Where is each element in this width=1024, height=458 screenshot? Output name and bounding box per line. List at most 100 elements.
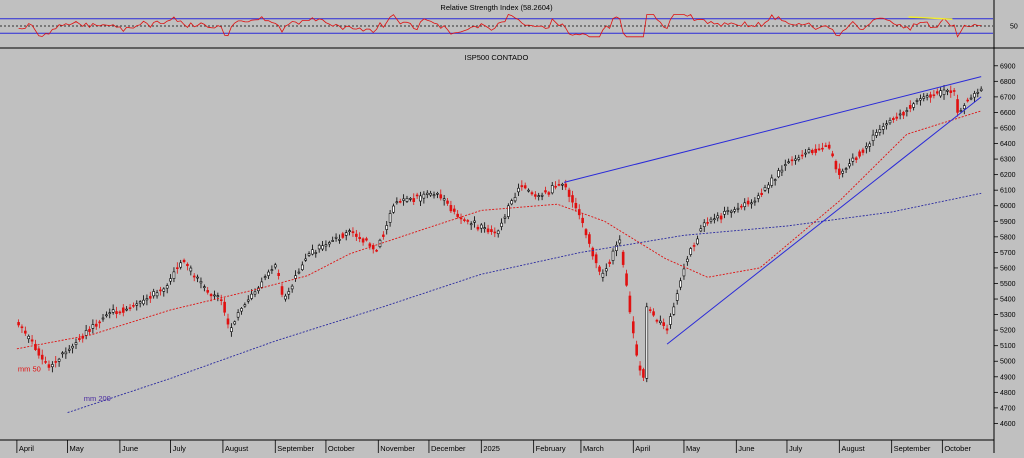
candle-body [216, 295, 220, 297]
price-tick-label: 4600 [1000, 421, 1016, 428]
candle-body [149, 296, 152, 299]
rsi-tick-label: 50 [1010, 24, 1018, 31]
candle-body [30, 339, 34, 342]
candle-body [290, 285, 294, 290]
candle-body [854, 157, 858, 161]
time-tick-label: July [789, 444, 803, 453]
candle-body [473, 220, 476, 223]
candle-body [456, 213, 459, 217]
candle-body [912, 103, 915, 108]
candle-body [669, 316, 672, 325]
candle-body [811, 149, 814, 154]
time-tick-label: August [841, 444, 865, 453]
candle-body [20, 326, 24, 329]
price-tick-label: 5400 [1000, 297, 1016, 304]
candle-body [908, 104, 912, 109]
candle-body [169, 278, 172, 282]
candle-body [838, 168, 841, 175]
rsi-line [18, 13, 982, 38]
candle-body [138, 301, 142, 304]
candle-body [719, 215, 723, 220]
candle-body [365, 238, 368, 241]
candle-body [503, 216, 507, 219]
candle-body [652, 311, 655, 316]
candle-body [409, 198, 412, 200]
candle-body [192, 275, 196, 278]
candle-body [429, 193, 432, 196]
candle-body [500, 222, 503, 227]
rsi-panel: Relative Strength Index (58.2604) [0, 3, 993, 38]
candle-body [142, 299, 145, 305]
candle-body [334, 236, 338, 239]
candle-body [392, 205, 395, 213]
candle-body [523, 185, 527, 189]
candle-body [790, 159, 794, 162]
candle-body [935, 91, 939, 94]
candle-body [442, 198, 446, 201]
candle-body [311, 249, 314, 255]
candle-body [209, 294, 213, 297]
candle-body [841, 170, 844, 174]
candle-body [355, 233, 358, 237]
candle-body [827, 144, 831, 149]
candle-body [567, 189, 571, 197]
candle-body [631, 321, 635, 334]
price-tick-label: 5900 [1000, 219, 1016, 226]
candle-body [507, 205, 510, 217]
candle-body [581, 217, 584, 224]
candle-body [189, 267, 193, 272]
candle-body [723, 211, 726, 215]
time-tick-label: June [122, 444, 138, 453]
candle-body [571, 195, 574, 203]
candle-body [699, 228, 703, 232]
candle-body [831, 153, 834, 157]
candle-body [949, 90, 953, 93]
candle-body [246, 299, 250, 302]
candle-body [885, 123, 888, 126]
candle-body [861, 149, 865, 153]
candle-body [510, 200, 513, 205]
candle-body [962, 105, 966, 110]
price-tick-label: 5700 [1000, 250, 1016, 257]
candle-body [179, 262, 182, 268]
candle-body [878, 129, 882, 133]
candle-body [233, 321, 237, 325]
candle-body [834, 161, 838, 170]
candle-body [165, 285, 169, 289]
candle-body [236, 312, 240, 318]
candle-body [91, 324, 95, 329]
candle-body [206, 290, 210, 293]
axes: 4600 4700 4800 4900 5000 5100 5200 5300 5400 5500… [16, 24, 1018, 453]
candle-body [740, 205, 743, 208]
candle-body [979, 88, 983, 91]
candle-body [969, 97, 973, 100]
candle-body [476, 226, 480, 230]
candle-body [716, 215, 720, 219]
candle-body [344, 232, 348, 236]
candle-body [696, 238, 699, 245]
candle-body [253, 291, 257, 295]
candle-body [561, 183, 564, 186]
price-tick-label: 6400 [1000, 141, 1016, 148]
candle-body [84, 330, 88, 336]
candle-body [520, 185, 524, 188]
candle-body [375, 249, 378, 252]
candle-body [726, 210, 730, 212]
candle-body [186, 263, 189, 267]
candle-body [763, 187, 767, 191]
candle-body [608, 261, 611, 265]
price-tick-label: 4800 [1000, 390, 1016, 397]
price-tick-label: 5000 [1000, 359, 1016, 366]
candle-body [942, 89, 946, 95]
time-tick-label: March [583, 444, 604, 453]
candle-body [61, 352, 64, 355]
candle-body [807, 149, 811, 153]
candle-body [351, 231, 355, 234]
candle-body [540, 194, 544, 197]
candle-body [598, 266, 601, 272]
candle-body [358, 237, 362, 239]
candle-body [557, 184, 561, 186]
price-tick-label: 6200 [1000, 172, 1016, 179]
candle-body [871, 134, 875, 141]
